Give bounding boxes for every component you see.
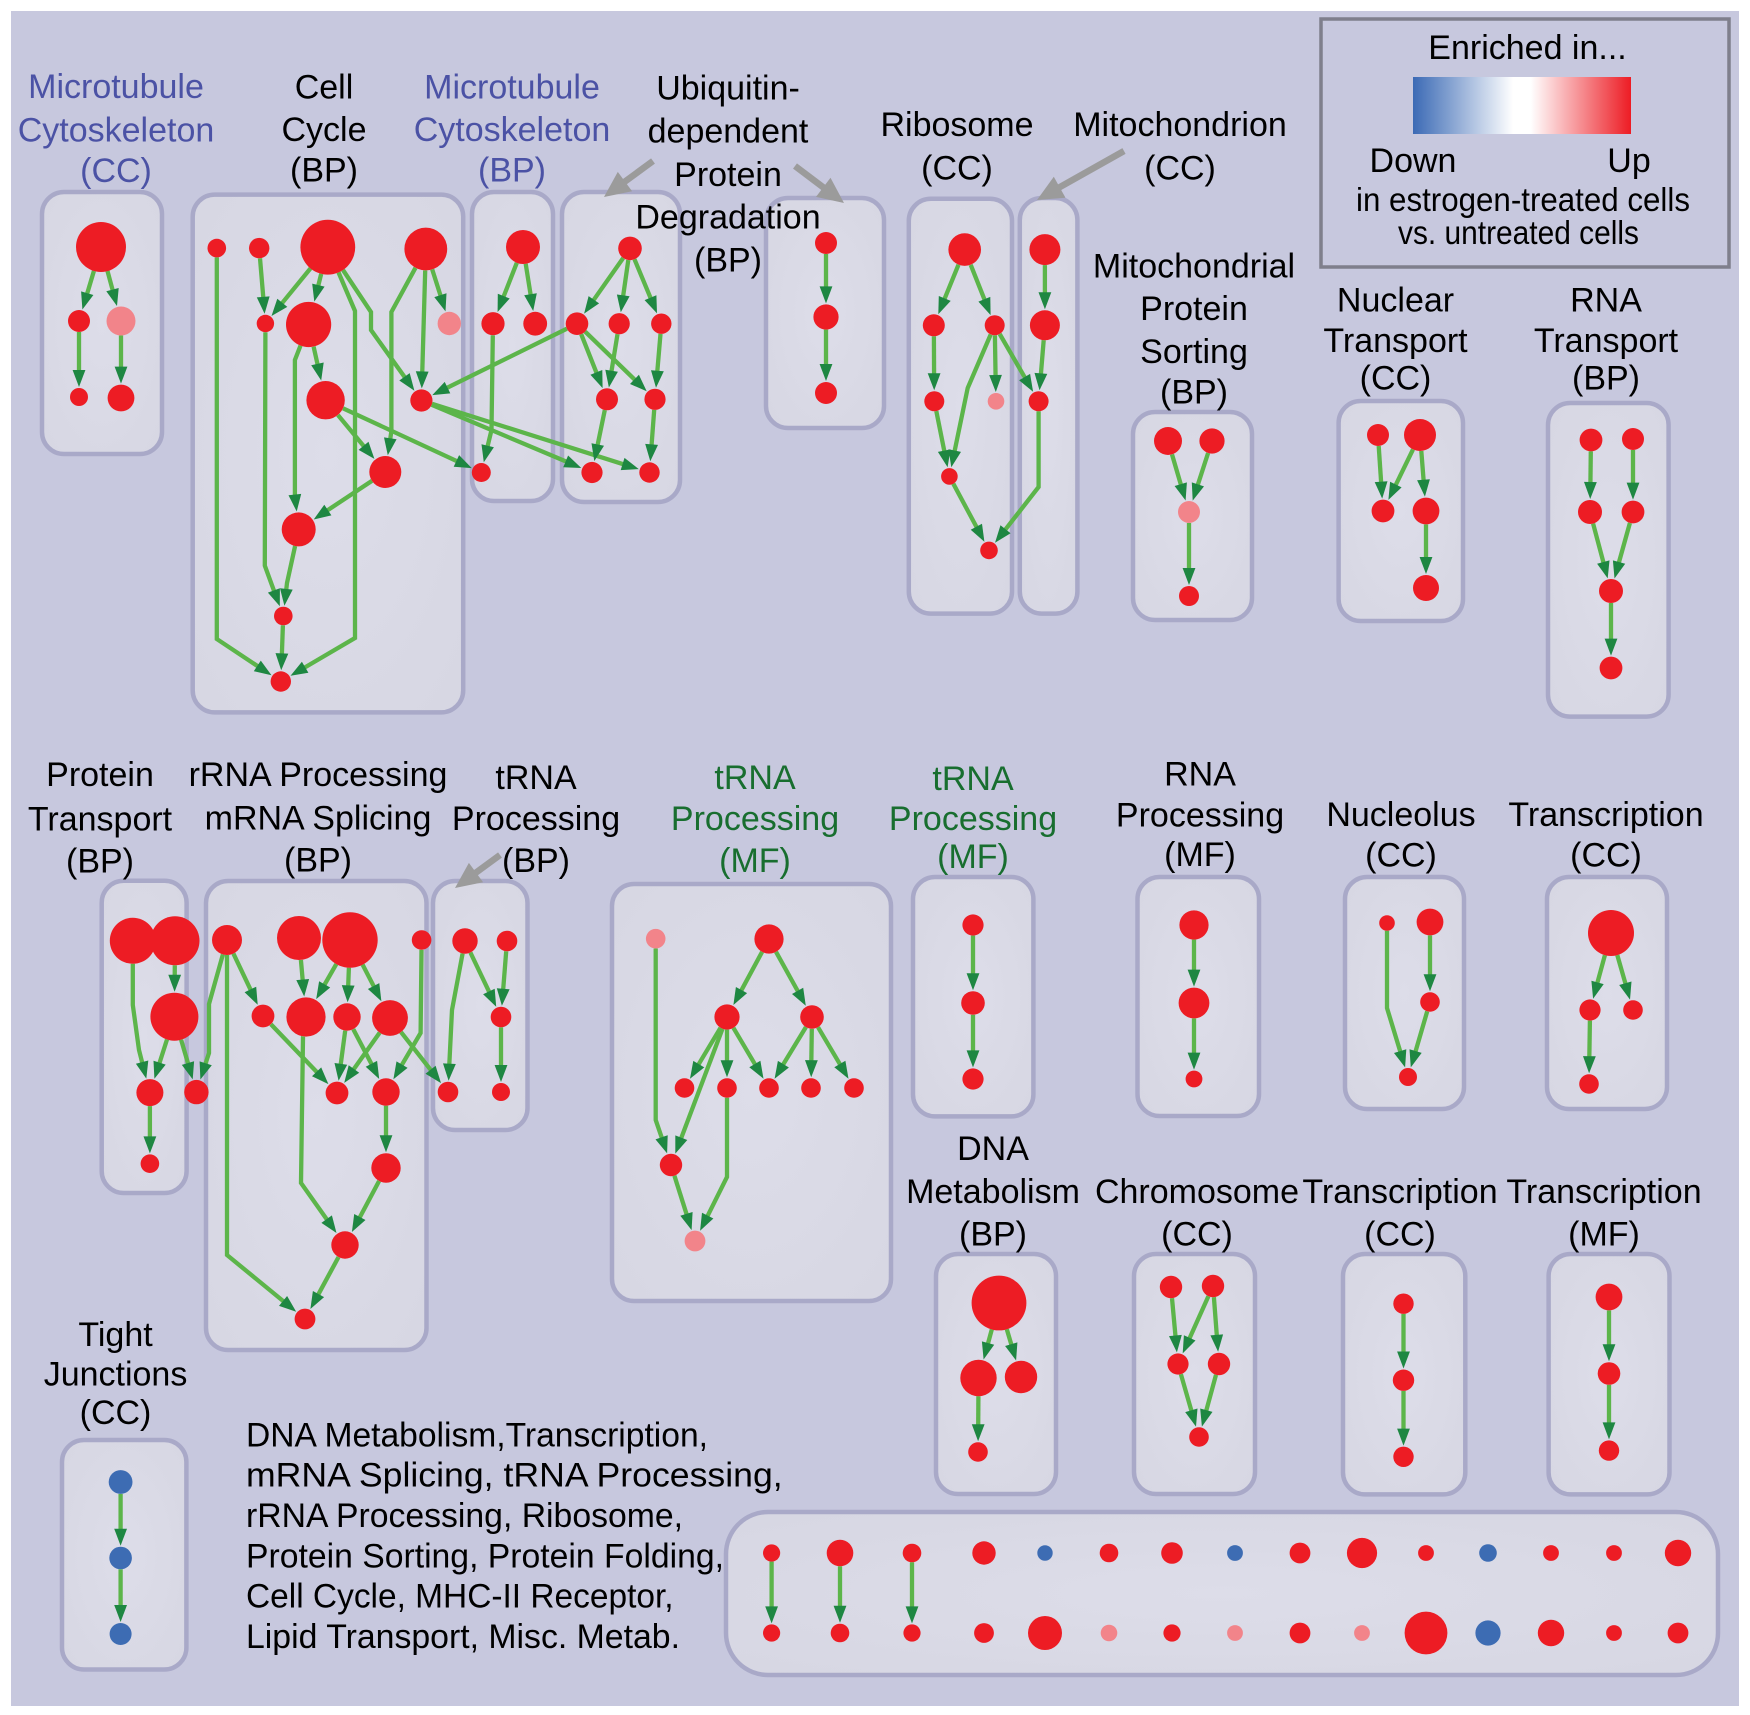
svg-text:(MF): (MF) bbox=[719, 842, 791, 880]
svg-text:Protein: Protein bbox=[674, 156, 782, 194]
svg-text:Mitochondrion: Mitochondrion bbox=[1073, 106, 1287, 144]
svg-text:mRNA Splicing: mRNA Splicing bbox=[205, 800, 432, 838]
svg-text:Junctions: Junctions bbox=[44, 1356, 188, 1394]
svg-text:(CC): (CC) bbox=[1161, 1216, 1233, 1254]
svg-text:(CC): (CC) bbox=[921, 150, 993, 188]
svg-text:Microtubule: Microtubule bbox=[424, 69, 600, 107]
svg-text:Protein: Protein bbox=[46, 756, 154, 794]
svg-text:rRNA Processing, Ribosome,: rRNA Processing, Ribosome, bbox=[246, 1497, 683, 1535]
svg-text:Transport: Transport bbox=[28, 800, 173, 838]
svg-text:Cell: Cell bbox=[295, 69, 354, 107]
svg-text:tRNA: tRNA bbox=[714, 759, 796, 797]
svg-text:(BP): (BP) bbox=[290, 152, 358, 190]
svg-text:Transport: Transport bbox=[1323, 322, 1468, 360]
svg-text:Processing: Processing bbox=[889, 800, 1057, 838]
svg-text:Processing: Processing bbox=[1116, 797, 1284, 835]
svg-text:RNA: RNA bbox=[1570, 282, 1642, 320]
svg-text:Down: Down bbox=[1370, 142, 1457, 180]
svg-text:dependent: dependent bbox=[648, 112, 809, 150]
svg-text:Processing: Processing bbox=[671, 800, 839, 838]
svg-text:Protein Sorting, Protein Foldi: Protein Sorting, Protein Folding, bbox=[246, 1537, 724, 1575]
svg-text:(BP): (BP) bbox=[66, 843, 134, 881]
svg-text:(BP): (BP) bbox=[694, 242, 762, 280]
svg-text:(CC): (CC) bbox=[1144, 150, 1216, 188]
svg-text:Up: Up bbox=[1607, 142, 1650, 180]
svg-text:Lipid Transport, Misc. Metab.: Lipid Transport, Misc. Metab. bbox=[246, 1618, 680, 1656]
svg-text:Degradation: Degradation bbox=[635, 199, 820, 237]
svg-text:Protein: Protein bbox=[1140, 290, 1248, 328]
svg-text:Processing: Processing bbox=[452, 800, 620, 838]
svg-text:Cycle: Cycle bbox=[281, 111, 366, 149]
svg-text:Cell Cycle, MHC-II Receptor,: Cell Cycle, MHC-II Receptor, bbox=[246, 1578, 674, 1616]
svg-text:Transcription: Transcription bbox=[1508, 796, 1703, 834]
svg-text:Chromosome: Chromosome bbox=[1095, 1173, 1299, 1211]
svg-text:(CC): (CC) bbox=[1570, 837, 1642, 875]
svg-text:Nuclear: Nuclear bbox=[1337, 282, 1454, 320]
svg-text:Mitochondrial: Mitochondrial bbox=[1093, 248, 1295, 286]
svg-text:(CC): (CC) bbox=[1365, 837, 1437, 875]
svg-text:(MF): (MF) bbox=[1568, 1216, 1640, 1254]
svg-text:(BP): (BP) bbox=[284, 842, 352, 880]
svg-text:(MF): (MF) bbox=[1164, 836, 1236, 874]
svg-text:Sorting: Sorting bbox=[1140, 333, 1248, 371]
svg-text:RNA: RNA bbox=[1164, 756, 1236, 794]
svg-text:(CC): (CC) bbox=[1364, 1216, 1436, 1254]
svg-text:(BP): (BP) bbox=[959, 1216, 1027, 1254]
svg-text:(CC): (CC) bbox=[80, 152, 152, 190]
svg-text:Transcription: Transcription bbox=[1506, 1173, 1701, 1211]
svg-text:Microtubule: Microtubule bbox=[28, 68, 204, 106]
svg-text:(BP): (BP) bbox=[1572, 359, 1640, 397]
svg-text:in estrogen-treated cells: in estrogen-treated cells bbox=[1356, 181, 1690, 218]
svg-text:(BP): (BP) bbox=[1160, 373, 1228, 411]
svg-text:Nucleolus: Nucleolus bbox=[1326, 796, 1475, 834]
svg-text:(CC): (CC) bbox=[80, 1394, 152, 1432]
svg-text:Enriched in...: Enriched in... bbox=[1428, 29, 1626, 67]
svg-text:tRNA: tRNA bbox=[932, 760, 1014, 798]
svg-text:Cytoskeleton: Cytoskeleton bbox=[414, 111, 611, 149]
svg-text:DNA Metabolism,Transcription,: DNA Metabolism,Transcription, bbox=[246, 1416, 708, 1454]
svg-text:(MF): (MF) bbox=[937, 838, 1009, 876]
svg-text:Ribosome: Ribosome bbox=[880, 106, 1033, 144]
svg-text:Metabolism: Metabolism bbox=[906, 1173, 1080, 1211]
svg-text:(CC): (CC) bbox=[1360, 359, 1432, 397]
svg-text:tRNA: tRNA bbox=[495, 759, 577, 797]
svg-text:mRNA Splicing, tRNA Processing: mRNA Splicing, tRNA Processing, bbox=[246, 1457, 783, 1495]
svg-text:Transport: Transport bbox=[1534, 322, 1679, 360]
svg-text:DNA: DNA bbox=[957, 1130, 1029, 1168]
svg-text:rRNA Processing: rRNA Processing bbox=[189, 756, 448, 794]
svg-text:Transcription: Transcription bbox=[1302, 1173, 1497, 1211]
svg-text:Cytoskeleton: Cytoskeleton bbox=[18, 111, 215, 149]
svg-text:Tight: Tight bbox=[78, 1316, 153, 1354]
svg-text:vs. untreated cells: vs. untreated cells bbox=[1398, 214, 1639, 251]
svg-text:(BP): (BP) bbox=[502, 842, 570, 880]
svg-text:(BP): (BP) bbox=[478, 152, 546, 190]
svg-text:Ubiquitin-: Ubiquitin- bbox=[656, 70, 800, 108]
